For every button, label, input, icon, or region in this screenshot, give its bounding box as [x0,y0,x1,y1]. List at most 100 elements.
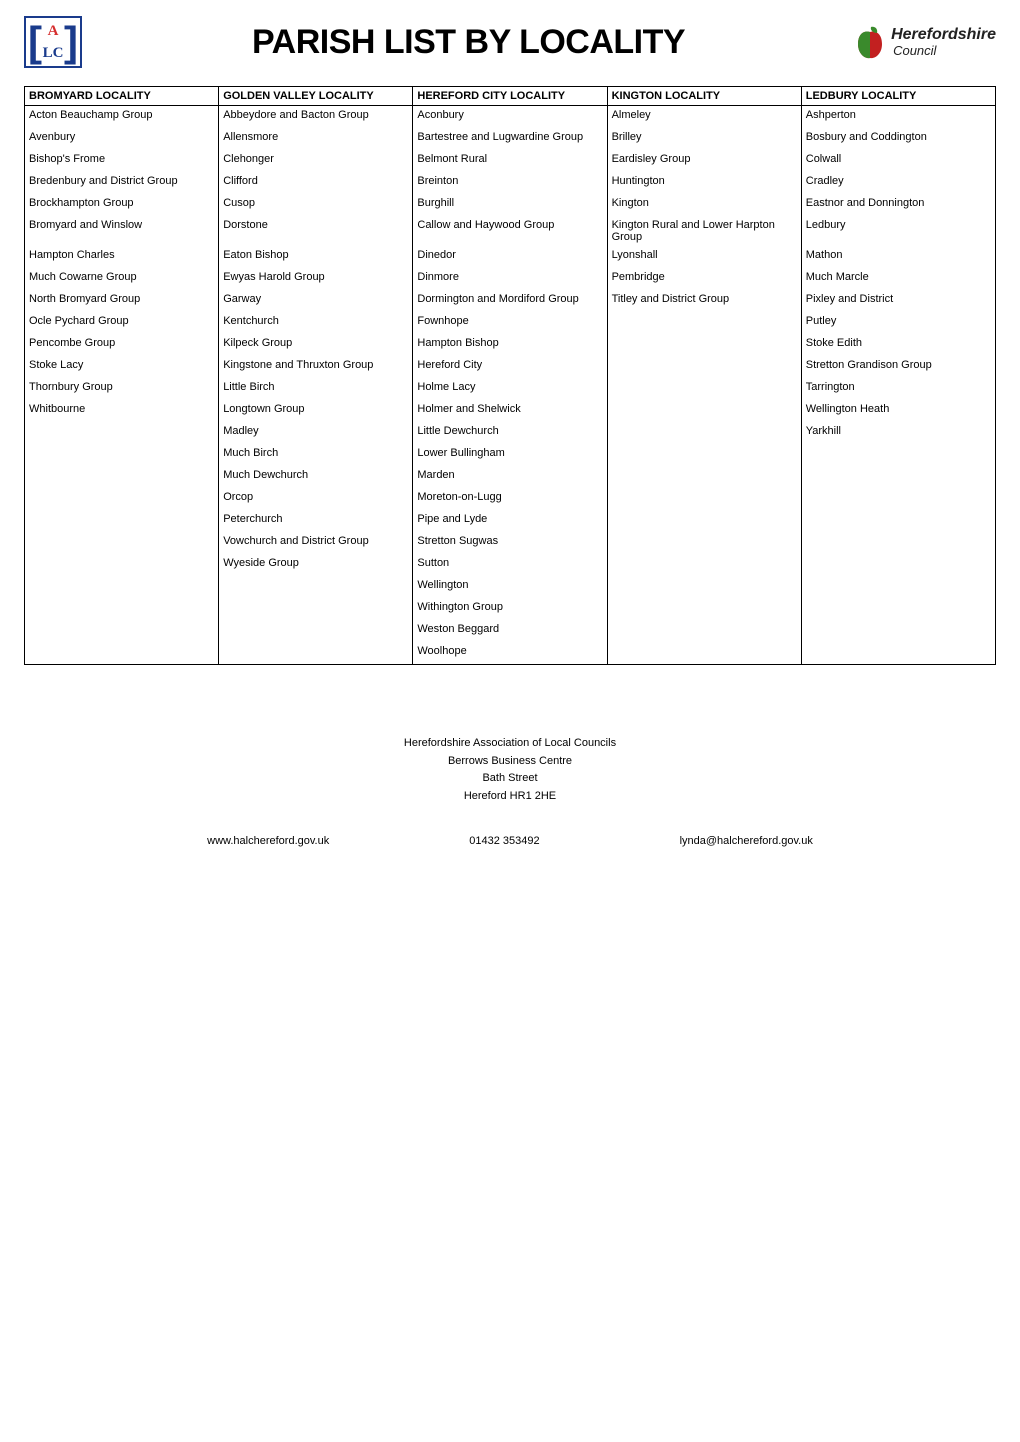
table-cell [801,620,995,642]
table-cell: Callow and Haywood Group [413,216,607,246]
table-cell [801,466,995,488]
table-cell [607,466,801,488]
table-cell: Dorstone [219,216,413,246]
table-cell: Breinton [413,172,607,194]
table-row: Much Cowarne GroupEwyas Harold GroupDinm… [25,268,996,290]
table-row: Bishop's FromeClehongerBelmont RuralEard… [25,150,996,172]
table-row: Bredenbury and District GroupCliffordBre… [25,172,996,194]
table-cell: Longtown Group [219,400,413,422]
table-cell: Peterchurch [219,510,413,532]
table-cell [607,488,801,510]
table-cell [607,554,801,576]
table-cell: Hereford City [413,356,607,378]
table-cell: Much Dewchurch [219,466,413,488]
table-row: North Bromyard GroupGarwayDormington and… [25,290,996,312]
table-cell: Dinmore [413,268,607,290]
table-header-row: BROMYARD LOCALITY GOLDEN VALLEY LOCALITY… [25,87,996,106]
table-cell [25,444,219,466]
table-cell [607,576,801,598]
table-cell [801,642,995,665]
table-cell: Ewyas Harold Group [219,268,413,290]
footer-address: Herefordshire Association of Local Counc… [24,735,996,805]
table-cell: Wellington Heath [801,400,995,422]
page-header: [ A LC ] PARISH LIST BY LOCALITY Herefor… [24,16,996,68]
table-cell: Sutton [413,554,607,576]
footer-line: Hereford HR1 2HE [24,788,996,806]
table-cell: Ledbury [801,216,995,246]
table-row: Vowchurch and District GroupStretton Sug… [25,532,996,554]
herefordshire-council-logo: Herefordshire Council [855,24,996,60]
table-cell [607,400,801,422]
table-cell: Tarrington [801,378,995,400]
table-row: Thornbury GroupLittle BirchHolme LacyTar… [25,378,996,400]
table-cell [607,598,801,620]
logo-letter-lc: LC [42,42,64,64]
bracket-right-icon: ] [64,20,78,64]
table-cell: Eastnor and Donnington [801,194,995,216]
table-cell: Orcop [219,488,413,510]
table-cell [607,334,801,356]
table-row: Stoke LacyKingstone and Thruxton GroupHe… [25,356,996,378]
table-cell: Much Cowarne Group [25,268,219,290]
table-cell: Bredenbury and District Group [25,172,219,194]
table-row: OrcopMoreton-on-Lugg [25,488,996,510]
table-cell: Lyonshall [607,246,801,268]
council-logo-line2: Council [891,44,996,58]
logo-letter-a: A [42,20,64,42]
parish-table: BROMYARD LOCALITY GOLDEN VALLEY LOCALITY… [24,86,996,665]
col-header: LEDBURY LOCALITY [801,87,995,106]
table-cell: Hampton Charles [25,246,219,268]
table-cell: Holme Lacy [413,378,607,400]
table-cell: Marden [413,466,607,488]
table-row: Much DewchurchMarden [25,466,996,488]
col-header: BROMYARD LOCALITY [25,87,219,106]
table-cell: North Bromyard Group [25,290,219,312]
table-cell: Garway [219,290,413,312]
table-cell: Dinedor [413,246,607,268]
table-cell [607,620,801,642]
table-row: Acton Beauchamp GroupAbbeydore and Bacto… [25,106,996,129]
table-cell: Fownhope [413,312,607,334]
table-cell [25,620,219,642]
table-cell: Brilley [607,128,801,150]
footer-web: www.halchereford.gov.uk [207,835,329,847]
table-cell: Dormington and Mordiford Group [413,290,607,312]
table-cell: Yarkhill [801,422,995,444]
table-cell: Moreton-on-Lugg [413,488,607,510]
table-row: MadleyLittle DewchurchYarkhill [25,422,996,444]
table-cell: Holmer and Shelwick [413,400,607,422]
table-cell: Stoke Edith [801,334,995,356]
table-cell [801,444,995,466]
table-cell: Putley [801,312,995,334]
table-cell: Acton Beauchamp Group [25,106,219,129]
halc-logo: [ A LC ] [24,16,82,68]
table-row: Much BirchLower Bullingham [25,444,996,466]
table-cell [801,576,995,598]
page-title: PARISH LIST BY LOCALITY [82,23,855,62]
table-cell [25,598,219,620]
table-row: AvenburyAllensmoreBartestree and Lugward… [25,128,996,150]
table-cell: Abbeydore and Bacton Group [219,106,413,129]
table-row: Ocle Pychard GroupKentchurchFownhopePutl… [25,312,996,334]
table-cell: Ashperton [801,106,995,129]
table-cell: Kilpeck Group [219,334,413,356]
table-cell: Burghill [413,194,607,216]
council-logo-line1: Herefordshire [891,27,996,44]
table-cell: Wellington [413,576,607,598]
table-cell: Titley and District Group [607,290,801,312]
table-cell: Bosbury and Coddington [801,128,995,150]
table-cell: Cradley [801,172,995,194]
table-cell: Hampton Bishop [413,334,607,356]
table-cell: Whitbourne [25,400,219,422]
table-row: WhitbourneLongtown GroupHolmer and Shelw… [25,400,996,422]
table-cell [801,598,995,620]
table-cell: Little Birch [219,378,413,400]
table-cell: Much Marcle [801,268,995,290]
footer-email: lynda@halchereford.gov.uk [680,835,813,847]
table-row: Brockhampton GroupCusopBurghillKingtonEa… [25,194,996,216]
table-cell [25,466,219,488]
footer-line: Herefordshire Association of Local Counc… [24,735,996,753]
table-cell: Clehonger [219,150,413,172]
table-cell [607,356,801,378]
table-cell: Belmont Rural [413,150,607,172]
